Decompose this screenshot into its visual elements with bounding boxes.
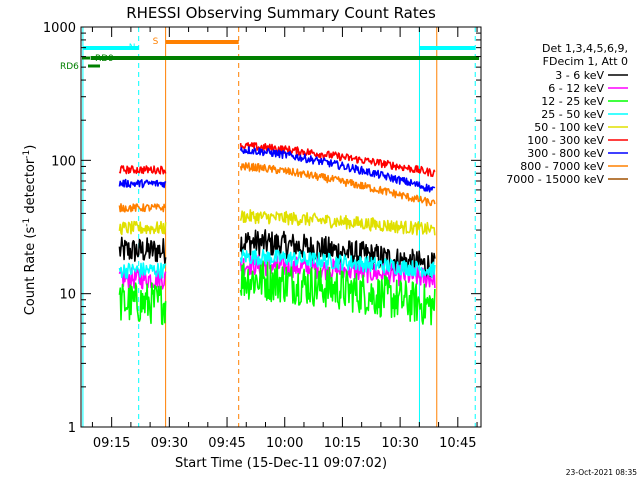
y-tick-label: 10 [59, 288, 76, 303]
legend-header-line: FDecim 1, Att 0 [543, 55, 628, 68]
series-line-25-50-kev [118, 248, 436, 279]
axes-layer: 1 10 100 1000 09:15 09:30 09:45 10:00 10:15 10:30… [43, 21, 481, 451]
y-tick-label: 100 [51, 154, 76, 169]
x-tick-label: 09:15 [93, 436, 130, 451]
y-tick-label: 1 [68, 421, 76, 436]
legend-entry-label: 7000 - 15000 keV [506, 173, 604, 186]
legend-entry-label: 3 - 6 keV [555, 69, 604, 82]
legend-entry-label: 25 - 50 keV [541, 108, 604, 121]
plot-frame [80, 26, 482, 428]
legend-entry-label: 800 - 7000 keV [520, 160, 604, 173]
series-layer [118, 142, 436, 326]
generation-timestamp: 23-Oct-2021 08:35 [566, 468, 637, 477]
legend-entry-label: 100 - 300 keV [527, 134, 604, 147]
legend-entry-label: 50 - 100 keV [534, 121, 604, 134]
legend-entry-label: 300 - 800 keV [527, 147, 604, 160]
legend-header-line: Det 1,3,4,5,6,9, [542, 42, 628, 55]
legend-entry-label: 12 - 25 keV [541, 95, 604, 108]
series-line-50-100-kev [118, 209, 436, 236]
x-tick-label: 10:45 [439, 436, 476, 451]
saa-label: S [153, 37, 159, 47]
x-tick-label: 10:15 [324, 436, 361, 451]
y-axis-label: Count Rate (s-1 detector-1) [22, 145, 38, 316]
x-tick-label: 09:45 [208, 436, 245, 451]
rd9-label: RD9 [95, 54, 114, 64]
series-line-800-7000-kev [118, 162, 436, 213]
chart-title: RHESSI Observing Summary Count Rates [126, 4, 436, 22]
x-tick-label: 09:30 [151, 436, 188, 451]
series-line-12-25-kev [118, 260, 436, 326]
x-axis-label: Start Time (15-Dec-11 09:07:02) [175, 456, 387, 471]
x-tick-label: 10:00 [266, 436, 303, 451]
legend-entry-label: 6 - 12 keV [548, 82, 604, 95]
y-tick-label: 1000 [43, 21, 76, 36]
x-tick-label: 10:30 [381, 436, 418, 451]
legend: Det 1,3,4,5,6,9,FDecim 1, Att 03 - 6 keV… [506, 42, 628, 186]
series-line-300-800-kev [118, 146, 436, 193]
night-label: N [129, 43, 136, 53]
rd6-label: RD6 [60, 62, 79, 72]
